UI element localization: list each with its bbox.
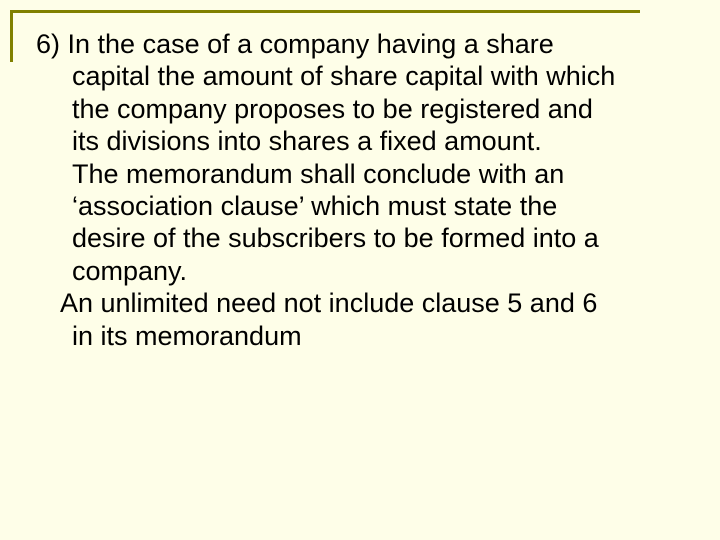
paragraph-2-line-1: The memorandum shall conclude with an [36, 158, 690, 190]
paragraph-2-line-2: ‘association clause’ which must state th… [36, 190, 690, 222]
paragraph-1-line-4: its divisions into shares a fixed amount… [36, 125, 690, 157]
slide-content: 6) In the case of a company having a sha… [30, 28, 690, 352]
paragraph-2-line-3: desire of the subscribers to be formed i… [36, 222, 690, 254]
border-top [10, 10, 640, 13]
paragraph-3-line-2: in its memorandum [36, 320, 690, 352]
border-left [10, 10, 13, 62]
paragraph-1-line-1: 6) In the case of a company having a sha… [36, 28, 690, 60]
paragraph-1-line-3: the company proposes to be registered an… [36, 93, 690, 125]
paragraph-1-line-2: capital the amount of share capital with… [36, 60, 690, 92]
paragraph-2-line-4: company. [36, 255, 690, 287]
slide-container: 6) In the case of a company having a sha… [0, 0, 720, 540]
paragraph-3-line-1: An unlimited need not include clause 5 a… [36, 287, 690, 319]
